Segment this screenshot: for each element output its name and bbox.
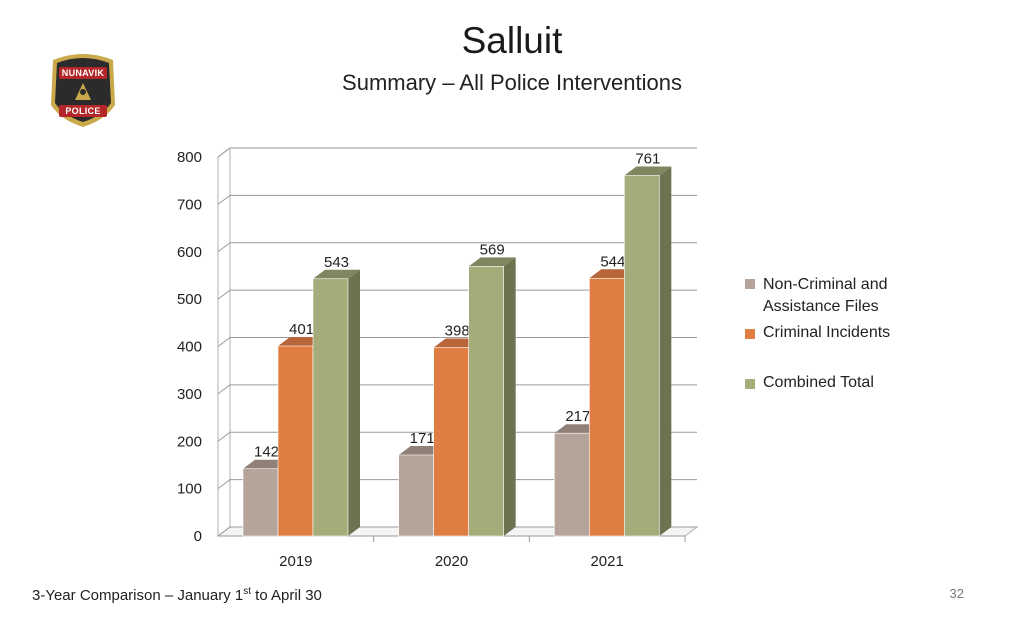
nunavik-police-logo: NUNAVIK POLICE xyxy=(45,50,121,128)
footer-superscript: st xyxy=(243,586,252,597)
y-tick-label: 700 xyxy=(177,196,202,213)
footer-suffix: to April 30 xyxy=(251,587,322,604)
bar-top xyxy=(313,269,360,279)
bar-top xyxy=(468,257,516,267)
logo-bottom-text: POLICE xyxy=(65,106,101,116)
legend-swatch xyxy=(745,279,755,289)
gridline xyxy=(217,337,697,347)
legend-label: Non-Criminal and Assistance Files xyxy=(763,276,888,315)
legend-label: Criminal Incidents xyxy=(763,324,891,341)
legend-item-non-criminal: Non-Criminal and Assistance Files xyxy=(745,274,913,318)
gridline xyxy=(217,147,697,158)
page-subtitle: Summary – All Police Interventions xyxy=(342,70,682,95)
data-label: 569 xyxy=(480,241,505,258)
y-tick-label: 300 xyxy=(177,386,202,403)
bar xyxy=(433,347,469,537)
x-tick-label: 2020 xyxy=(435,553,468,570)
footer-caption: 3-Year Comparison – January 1st to April… xyxy=(32,586,322,604)
x-tick-label: 2021 xyxy=(590,553,623,570)
y-tick-label: 600 xyxy=(177,244,202,261)
bar-side xyxy=(503,257,516,536)
data-label: 142 xyxy=(254,444,279,461)
gridline xyxy=(217,479,697,490)
data-label: 401 xyxy=(289,321,314,338)
page-title: Salluit xyxy=(461,20,563,61)
legend-item-criminal: Criminal Incidents xyxy=(745,324,890,342)
bar xyxy=(312,278,349,537)
bar xyxy=(277,345,314,537)
data-label: 398 xyxy=(445,322,470,339)
gridline xyxy=(217,289,697,300)
gridline xyxy=(217,194,697,205)
y-tick-label: 100 xyxy=(177,481,202,498)
footer-prefix: 3-Year Comparison – January 1 xyxy=(32,587,244,604)
bar xyxy=(398,454,434,537)
bar-side xyxy=(348,269,360,536)
y-tick-label: 200 xyxy=(177,433,202,450)
bar xyxy=(589,277,625,537)
legend-label: Combined Total xyxy=(763,374,874,391)
data-label: 761 xyxy=(635,150,660,167)
legend-item-combined: Combined Total xyxy=(745,374,874,392)
y-tick-label: 0 xyxy=(194,528,202,545)
bar xyxy=(554,432,590,537)
data-label: 217 xyxy=(565,408,590,425)
logo-top-text: NUNAVIK xyxy=(61,68,105,78)
badge-icon xyxy=(51,54,115,127)
gridline xyxy=(217,384,697,395)
bar xyxy=(242,468,279,537)
x-tick-label: 2019 xyxy=(279,553,312,570)
bar-side xyxy=(659,166,672,536)
gridline xyxy=(217,431,697,442)
y-tick-label: 800 xyxy=(177,149,202,166)
y-tick-label: 500 xyxy=(177,291,202,308)
legend-swatch xyxy=(745,379,755,389)
data-label: 171 xyxy=(410,430,435,447)
bar xyxy=(624,175,660,537)
page-number: 32 xyxy=(949,586,964,601)
gridline xyxy=(217,242,697,253)
data-label: 543 xyxy=(324,254,349,271)
gridline xyxy=(217,526,697,537)
y-tick-label: 400 xyxy=(177,339,202,356)
data-label: 544 xyxy=(600,253,625,270)
legend-swatch xyxy=(745,329,755,339)
bar-top xyxy=(624,166,672,176)
bar xyxy=(468,266,504,537)
